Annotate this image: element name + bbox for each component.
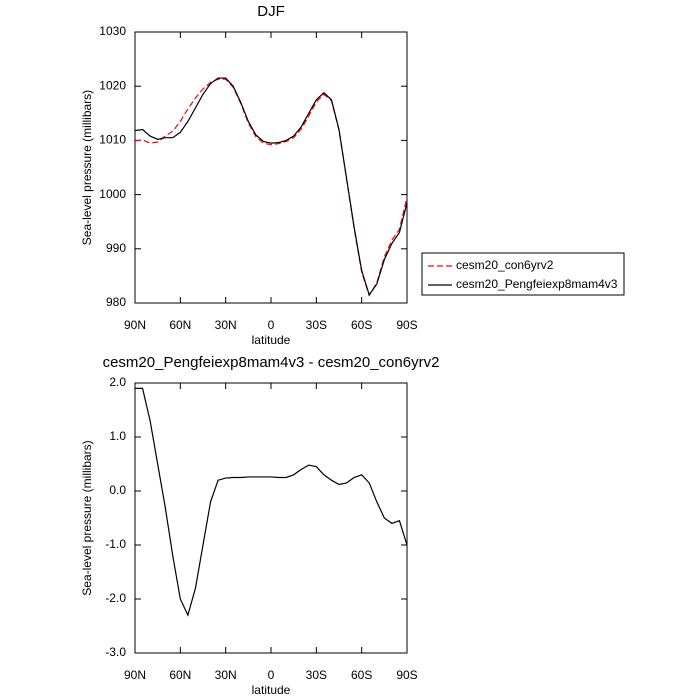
data-line	[134, 77, 408, 297]
plot-frame	[134, 31, 408, 304]
x-tick-label: 60N	[169, 318, 191, 332]
x-tick-label: 60S	[351, 668, 372, 682]
y-tick-label: -3.0	[105, 645, 126, 659]
x-tick-label: 30S	[306, 318, 327, 332]
y-tick-label: 1020	[99, 78, 126, 92]
x-axis-label: latitude	[252, 333, 291, 347]
data-line	[134, 78, 408, 297]
legend-label: cesm20_Pengfeiexp8mam4v3	[456, 277, 618, 291]
y-tick-label: 1010	[99, 133, 126, 147]
data-line	[135, 387, 408, 617]
y-tick-label: 990	[106, 241, 126, 255]
x-tick-label: 0	[268, 668, 275, 682]
y-tick-label: 0.0	[109, 483, 126, 497]
y-tick-label: -1.0	[105, 537, 126, 551]
x-tick-label: 90S	[396, 318, 417, 332]
legend-box	[421, 252, 625, 296]
x-tick-label: 30N	[215, 668, 237, 682]
y-axis-label: Sea-level pressure (millibars)	[80, 440, 94, 595]
chart-title: DJF	[257, 3, 285, 20]
x-axis-label: latitude	[252, 683, 291, 697]
x-tick-label: 30S	[306, 668, 327, 682]
legend-label: cesm20_con6yrv2	[456, 258, 554, 272]
x-tick-label: 30N	[215, 318, 237, 332]
y-tick-label: 980	[106, 295, 126, 309]
plot-frame	[134, 382, 408, 654]
x-tick-label: 60N	[169, 668, 191, 682]
y-tick-label: 1.0	[109, 429, 126, 443]
y-tick-label: -2.0	[105, 591, 126, 605]
x-tick-label: 0	[268, 318, 275, 332]
y-tick-label: 1000	[99, 187, 126, 201]
y-axis-label: Sea-level pressure (millibars)	[80, 90, 94, 245]
x-tick-label: 90N	[124, 318, 146, 332]
x-tick-label: 90N	[124, 668, 146, 682]
chart-title: cesm20_Pengfeiexp8mam4v3 - cesm20_con6yr…	[103, 354, 440, 371]
y-tick-label: 2.0	[109, 375, 126, 389]
x-tick-label: 90S	[396, 668, 417, 682]
x-tick-label: 60S	[351, 318, 372, 332]
y-tick-label: 1030	[99, 24, 126, 38]
